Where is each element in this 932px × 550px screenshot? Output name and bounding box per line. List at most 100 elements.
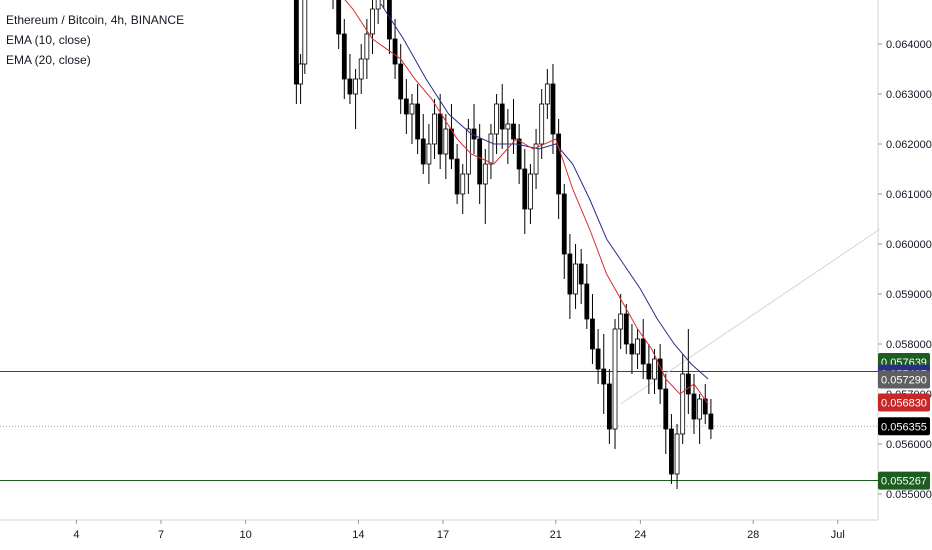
candle-down [336, 0, 342, 35]
candle-down [606, 383, 612, 430]
candle-up [612, 328, 618, 430]
candle-up [652, 358, 657, 380]
candle-down [449, 128, 454, 160]
y-tick-label: 0.062000 [886, 139, 932, 151]
candle-down [629, 343, 635, 355]
y-tick-label: 0.058000 [886, 339, 932, 351]
candle-up [488, 133, 494, 165]
candle-down [702, 398, 708, 415]
candle-down [578, 263, 584, 285]
ema-lines [344, 0, 709, 405]
candle-up [680, 373, 686, 435]
candle-down [415, 103, 421, 140]
candle-down [392, 38, 398, 65]
price-badge-label: 0.055267 [881, 476, 927, 488]
candle-down [403, 98, 409, 115]
x-tick-label: 14 [352, 529, 364, 541]
candle-down [691, 393, 697, 420]
candle-down [398, 63, 404, 100]
x-tick-label: Jul [831, 529, 845, 541]
candle-up [302, 0, 308, 65]
candle-down [601, 368, 607, 385]
x-tick-label: 10 [239, 529, 251, 541]
symbol-title[interactable]: Ethereum / Bitcoin, 4h, BINANCE [6, 13, 185, 27]
candle-down [663, 388, 669, 430]
candle-up [358, 58, 364, 80]
candle-down [471, 128, 477, 140]
price-badge-label: 0.056830 [881, 398, 927, 410]
candles [293, 0, 714, 489]
candle-up [364, 33, 370, 60]
y-tick-label: 0.061000 [886, 189, 932, 201]
price-badge: 0.056355 [878, 417, 930, 436]
y-tick-label: 0.055000 [886, 489, 932, 501]
horizontal-lines [0, 371, 878, 481]
candle-up [505, 123, 511, 130]
price-badge: 0.055267 [878, 471, 930, 490]
chart-legend: Ethereum / Bitcoin, 4h, BINANCE EMA (10,… [6, 10, 184, 70]
x-tick-label: 24 [634, 529, 646, 541]
candle-down [567, 253, 573, 295]
candle-down [561, 193, 567, 255]
candle-up [482, 163, 488, 185]
candle-down [685, 373, 691, 395]
candle-up [674, 433, 680, 475]
candle-up [494, 103, 499, 135]
candle-up [635, 338, 640, 355]
candle-up [443, 128, 449, 155]
candle-down [522, 168, 528, 210]
candle-down [347, 78, 353, 95]
candle-down [657, 358, 663, 390]
price-badges: 0.0576390.0574070.0572900.0568300.056355… [878, 353, 930, 490]
x-tick-label: 4 [73, 529, 79, 541]
y-tick-label: 0.056000 [886, 439, 932, 451]
candle-down [550, 83, 556, 135]
ema20-legend[interactable]: EMA (20, close) [6, 53, 91, 67]
ema10-line [344, 0, 709, 405]
y-tick-label: 0.064000 [886, 39, 932, 51]
price-axis[interactable]: 0.064000 0.063000 0.062000 0.061000 0.060000… [877, 0, 932, 520]
candle-down [623, 313, 629, 345]
candle-down [420, 138, 426, 165]
candle-down [499, 103, 505, 130]
candle-down [640, 338, 646, 365]
candle-up [697, 398, 703, 420]
candle-down [341, 33, 347, 80]
x-tick-label: 17 [437, 529, 449, 541]
time-axis[interactable]: 4 7 10 14 17 21 24 28 Jul [0, 519, 878, 541]
candle-up [426, 143, 432, 165]
ema10-legend[interactable]: EMA (10, close) [6, 33, 91, 47]
candle-up [353, 78, 358, 95]
candle-up [533, 143, 539, 175]
y-tick-label: 0.059000 [886, 289, 932, 301]
y-tick-label: 0.063000 [886, 89, 932, 101]
candle-down [293, 0, 299, 85]
candle-up [375, 0, 381, 10]
y-tick-label: 0.060000 [886, 239, 932, 251]
x-tick-label: 7 [158, 529, 164, 541]
candle-up [370, 8, 375, 35]
x-tick-label: 28 [747, 529, 759, 541]
candle-up [528, 173, 533, 210]
candle-up [460, 173, 466, 195]
candle-down [477, 138, 483, 185]
candle-up [409, 103, 415, 115]
candle-down [511, 123, 516, 140]
candle-up [298, 63, 303, 85]
candle-up [432, 113, 437, 145]
candle-down [595, 348, 601, 370]
candle-up [544, 83, 550, 105]
candle-up [573, 263, 578, 295]
x-tick-label: 21 [550, 529, 562, 541]
price-badge-label: 0.056355 [881, 421, 927, 433]
candle-down [590, 318, 595, 350]
candle-up [618, 313, 624, 330]
candle-down [669, 428, 674, 475]
price-badge: 0.057290 [878, 370, 930, 389]
candle-down [516, 138, 522, 170]
candle-down [437, 113, 443, 155]
candle-down [387, 0, 392, 40]
ema20-line [380, 3, 709, 380]
candle-down [556, 133, 562, 195]
